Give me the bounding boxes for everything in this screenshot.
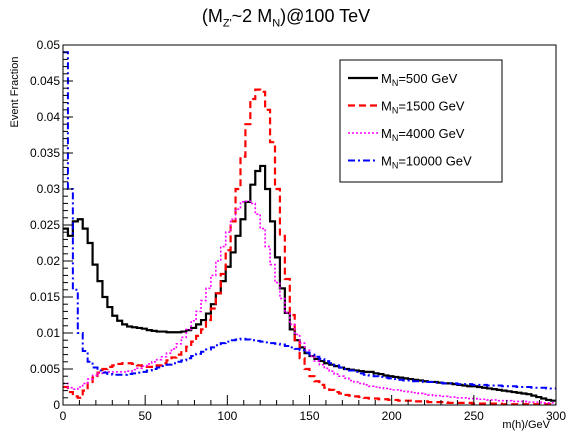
y-tick-label: 0.01 <box>37 326 61 340</box>
x-tick-label: 300 <box>546 409 566 423</box>
y-tick-label: 0.05 <box>37 38 61 52</box>
chart-title: (MZ'~2 MN)@100 TeV <box>0 6 572 30</box>
legend-label-3: MN=4000 GeV <box>381 126 465 143</box>
legend-label-2: MN=1500 GeV <box>381 99 465 116</box>
x-tick-label: 200 <box>382 409 402 423</box>
legend-box <box>339 59 503 183</box>
x-tick-label: 100 <box>217 409 237 423</box>
legend-label-4: MN=10000 GeV <box>381 154 472 171</box>
y-tick-label: 0.015 <box>30 290 60 304</box>
y-tick-label: 0 <box>53 398 60 412</box>
title-subscript-n: N <box>272 17 281 30</box>
x-tick-label: 250 <box>464 409 484 423</box>
series-layer <box>63 51 556 406</box>
title-prefix: (M <box>201 6 223 26</box>
y-axis-label: Event Fraction <box>9 57 21 128</box>
legend-label-1: MN=500 GeV <box>381 71 458 88</box>
x-tick-label: 150 <box>299 409 319 423</box>
x-axis-label: m(h)/GeV <box>502 419 550 431</box>
series-line-3 <box>63 200 556 404</box>
y-tick-label: 0.035 <box>30 146 60 160</box>
y-tick-label: 0.005 <box>30 362 60 376</box>
y-tick-label: 0.03 <box>37 182 61 196</box>
title-suffix: )@100 TeV <box>280 6 371 26</box>
y-tick-label: 0.025 <box>30 218 60 232</box>
x-tick-label: 50 <box>138 409 152 423</box>
y-tick-label: 0.02 <box>37 254 61 268</box>
axes-layer: 0 50 100 150 200 250 300 0 0.005 0.01 0.015 0.02 0.0… <box>30 38 566 423</box>
y-tick-label: 0.045 <box>30 74 60 88</box>
x-tick-label: 0 <box>60 409 67 423</box>
y-tick-label: 0.04 <box>37 110 61 124</box>
series-line-4 <box>63 51 556 390</box>
legend: MN=500 GeV MN=1500 GeV MN=4000 GeV MN=10000… <box>339 59 503 183</box>
title-middle: ~2 M <box>231 6 273 26</box>
title-subscript-z: Z' <box>222 17 232 30</box>
